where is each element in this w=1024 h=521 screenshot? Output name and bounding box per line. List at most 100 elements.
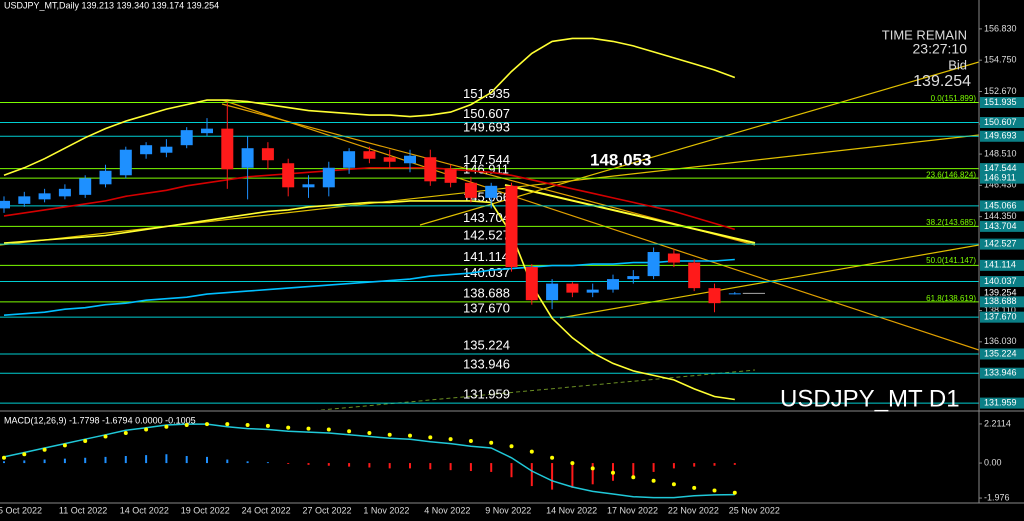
indicator-tick-label: -1.976: [984, 492, 1010, 502]
indicator-tick-label: 2.2114: [984, 418, 1011, 428]
level-label: 137.670: [463, 301, 510, 316]
macd-signal-dot: [306, 426, 311, 431]
macd-signal-dot: [448, 437, 453, 442]
level-tag-label: 141.114: [984, 260, 1016, 270]
x-tick-label: 14 Oct 2022: [120, 505, 169, 515]
macd-signal-dot: [631, 475, 636, 480]
y-tick-label: 156.830: [984, 23, 1017, 33]
level-tag-label: 146.911: [984, 173, 1016, 183]
macd-signal-dot: [509, 444, 514, 449]
level-tag: [980, 296, 1024, 308]
candle-body: [546, 283, 559, 301]
level-tag: [980, 200, 1024, 212]
indicator-title: MACD(12,26,9) -1.7798 -1.6794 0.0000 -0.…: [4, 415, 196, 425]
candle-body: [485, 185, 498, 198]
indicator-panel: [2, 422, 737, 499]
level-tag-label: 135.224: [984, 348, 1017, 358]
macd-signal-dot: [123, 430, 128, 435]
macd-signal-dot: [225, 422, 230, 427]
x-tick-label: 19 Oct 2022: [181, 505, 230, 515]
level-tag-label: 150.607: [984, 117, 1017, 127]
level-label: 141.114: [463, 249, 509, 264]
y-tick-label: 136.030: [984, 336, 1017, 346]
fib-label: 61.8(138.619): [926, 294, 976, 303]
candle-body: [464, 182, 477, 198]
candle-body: [586, 289, 599, 293]
macd-signal-dot: [164, 424, 169, 429]
fib-label: 38.2(143.685): [926, 218, 976, 227]
x-tick-label: 1 Nov 2022: [363, 505, 409, 515]
candle-body: [566, 283, 579, 293]
level-tag-label: 133.946: [984, 368, 1017, 378]
candle-body: [505, 185, 518, 268]
level-tag: [980, 130, 1024, 142]
macd-signal-dot: [671, 482, 676, 487]
bid-axis-label: 139.254: [984, 288, 1017, 298]
candle-body: [363, 151, 376, 159]
candle-body: [728, 293, 741, 295]
macd-signal-dot: [692, 485, 697, 490]
macd-signal-dot: [103, 434, 108, 439]
x-tick-label: 27 Oct 2022: [303, 505, 352, 515]
candle-body: [38, 193, 51, 200]
macd-signal-dot: [489, 440, 494, 445]
candle-body: [627, 276, 640, 280]
x-tick-label: 24 Oct 2022: [242, 505, 291, 515]
y-tick-label: 154.750: [984, 55, 1017, 65]
level-tag-label: 131.959: [984, 397, 1017, 407]
candle-body: [18, 196, 31, 204]
x-tick-label: 14 Nov 2022: [546, 505, 597, 515]
macd-signal-dot: [529, 449, 534, 454]
overlay-line: [3, 167, 736, 231]
main-panel: 151.935150.607149.693147.544146.911145.0…: [0, 37, 979, 425]
time-remain-label: TIME REMAIN: [882, 27, 967, 42]
candle-body: [99, 170, 112, 185]
candle-body: [667, 253, 680, 263]
level-label: 131.959: [463, 387, 510, 402]
trendline: [316, 369, 756, 410]
level-label: 133.946: [463, 357, 510, 372]
macd-signal-dot: [651, 478, 656, 483]
indicator-tick-label: 0.00: [984, 457, 1002, 467]
candle-body: [404, 155, 416, 164]
candle-body: [343, 151, 356, 168]
level-tag-label: 151.935: [984, 97, 1017, 107]
x-tick-label: 22 Nov 2022: [668, 505, 719, 515]
x-tick-label: 11 Oct 2022: [59, 505, 107, 515]
level-tag: [980, 97, 1024, 109]
x-tick-label: 25 Nov 2022: [729, 505, 780, 515]
macd-signal-dot: [367, 430, 372, 435]
macd-signal-dot: [286, 425, 291, 430]
level-tag: [980, 259, 1024, 271]
level-tag-label: 149.693: [984, 131, 1017, 141]
watermark: USDJPY_MT D1: [780, 385, 960, 412]
overlay-line: [3, 258, 735, 316]
macd-signal-dot: [184, 423, 189, 428]
level-tag-label: 147.544: [984, 163, 1017, 173]
level-tag-label: 142.527: [984, 238, 1017, 248]
level-tag: [980, 117, 1024, 129]
macd-signal-dot: [265, 423, 270, 428]
level-tag-label: 145.066: [984, 200, 1017, 210]
candle-body: [647, 252, 660, 277]
candle-body: [261, 148, 274, 161]
overlay-line: [3, 37, 736, 177]
fib-label: 23.6(146.824): [926, 171, 976, 180]
macd-signal-dot: [611, 470, 615, 475]
bid-value: 139.254: [913, 73, 971, 90]
candle-body: [140, 145, 153, 155]
level-tag: [980, 397, 1024, 409]
macd-signal-dot: [83, 438, 88, 443]
macd-signal-dot: [550, 455, 555, 460]
candle-body: [221, 128, 234, 170]
y-tick-label: 152.670: [984, 86, 1017, 96]
candle-body: [302, 184, 315, 188]
y-tick-label: 138.110: [984, 305, 1016, 315]
candle-body: [383, 157, 396, 162]
x-tick-label: 5 Oct 2022: [0, 505, 42, 515]
level-tag-label: 140.037: [984, 276, 1017, 286]
x-tick-label: 9 Nov 2022: [485, 505, 531, 515]
level-label: 130.415: [463, 410, 510, 425]
countdown: 23:27:10: [913, 41, 968, 57]
